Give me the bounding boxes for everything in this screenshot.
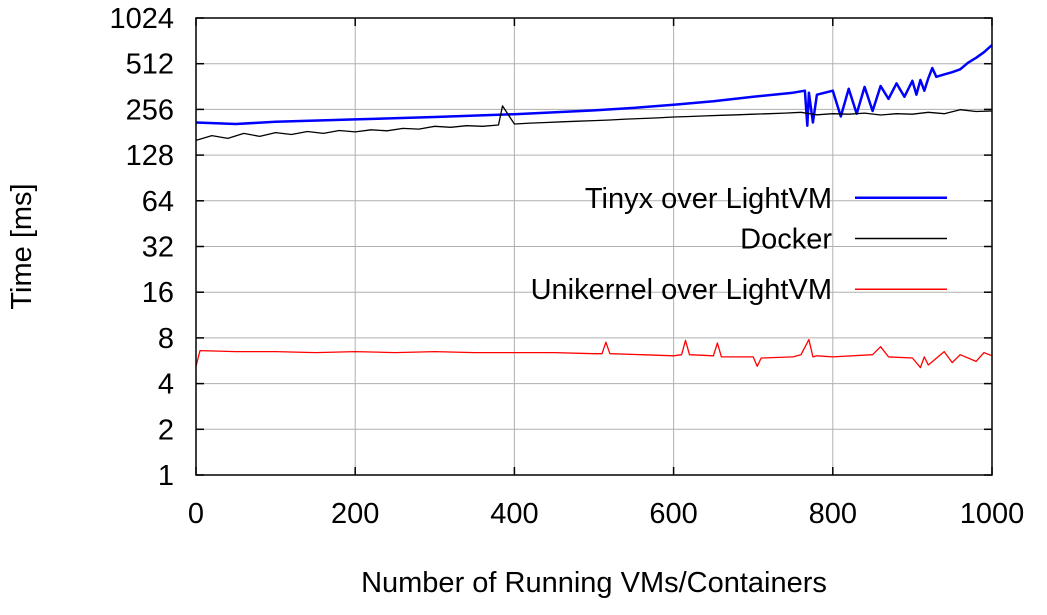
legend: Tinyx over LightVM Docker Unikernel over L… (531, 183, 947, 306)
tick-layer: 0 200 400 600 800 1000 1 2 4 8 16 32 64 128 256 512 1024 (109, 3, 1024, 530)
series-line-3 (195, 338, 993, 369)
y-tick-label: 1024 (109, 3, 174, 35)
x-tick-label: 200 (331, 498, 379, 530)
y-tick-label: 4 (158, 369, 174, 401)
y-tick-label: 64 (142, 186, 174, 218)
y-axis-title: Time [ms] (6, 183, 38, 309)
grid-layer (196, 18, 992, 475)
series-layer (195, 44, 993, 369)
x-tick-label: 0 (188, 498, 204, 530)
y-tick-label: 256 (126, 94, 174, 126)
series-line-2 (195, 105, 993, 142)
y-tick-label: 16 (142, 277, 174, 309)
legend-label: Unikernel over LightVM (531, 274, 832, 306)
legend-label: Docker (740, 224, 832, 256)
x-axis-title: Number of Running VMs/Containers (361, 567, 827, 599)
legend-label: Tinyx over LightVM (585, 183, 832, 215)
x-tick-label: 1000 (960, 498, 1025, 530)
x-tick-label: 600 (649, 498, 697, 530)
y-tick-label: 2 (158, 414, 174, 446)
y-tick-label: 8 (158, 323, 174, 355)
y-tick-label: 128 (126, 140, 174, 172)
y-tick-label: 1 (158, 460, 174, 492)
x-tick-label: 800 (809, 498, 857, 530)
y-tick-label: 32 (142, 232, 174, 264)
x-tick-label: 400 (490, 498, 538, 530)
y-tick-label: 512 (126, 49, 174, 81)
